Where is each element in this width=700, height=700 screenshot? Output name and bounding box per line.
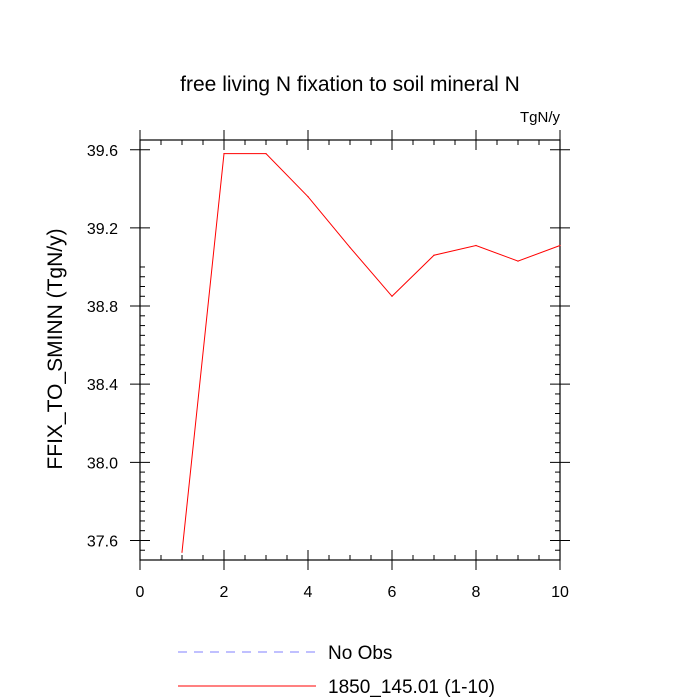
data-point [391, 295, 393, 297]
x-tick-label: 4 [304, 584, 313, 601]
data-point [433, 254, 435, 256]
axis-ticks [130, 130, 570, 570]
x-tick-label: 2 [220, 584, 229, 601]
axis-tick-labels: 0 2 4 6 8 10 37.6 38.0 38.4 38.8 39.2 39.6 [87, 143, 569, 601]
y-axis-label: FFIX_TO_SMINN (TgN/y) [44, 228, 67, 469]
data-point [475, 244, 477, 247]
x-tick-label: 10 [551, 584, 569, 601]
data-point [265, 153, 267, 155]
y-tick-label: 39.6 [87, 143, 118, 160]
y-tick-label: 37.6 [87, 533, 118, 550]
y-tick-label: 39.2 [87, 221, 118, 238]
chart-title: free living N fixation to soil mineral N [180, 73, 520, 96]
data-point [349, 246, 351, 249]
x-tick-label: 6 [388, 584, 397, 601]
legend-label-0: No Obs [328, 643, 392, 664]
data-point [517, 260, 519, 262]
x-tick-label: 0 [136, 584, 145, 601]
data-point [559, 244, 561, 247]
data-point [223, 153, 225, 155]
y-tick-label: 38.4 [87, 377, 118, 394]
series-lines [181, 153, 561, 553]
data-point [307, 196, 309, 198]
legend: No Obs 1850_145.01 (1-10) [178, 643, 495, 698]
y-tick-label: 38.0 [87, 455, 118, 472]
series-line-1 [181, 153, 561, 553]
data-point [181, 551, 183, 553]
y-tick-label: 38.8 [87, 299, 118, 316]
legend-label-1: 1850_145.01 (1-10) [328, 677, 495, 698]
x-tick-label: 8 [472, 584, 481, 601]
units-label: TgN/y [520, 109, 561, 126]
